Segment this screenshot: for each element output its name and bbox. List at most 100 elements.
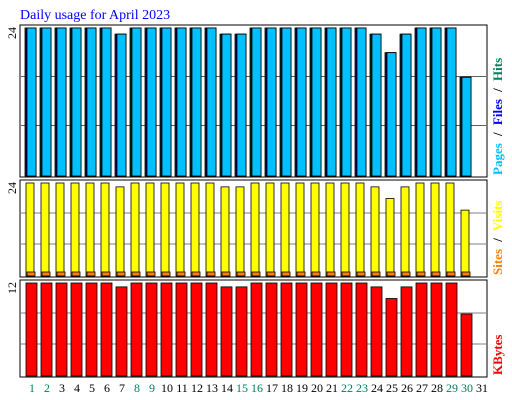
visits-bar	[355, 182, 365, 277]
sites-bar	[146, 271, 156, 277]
x-tick-label: 18	[281, 381, 293, 395]
kbytes-bar	[325, 282, 338, 377]
sites-bar	[461, 271, 471, 277]
kbytes-bar	[370, 286, 383, 377]
pages-files-hits-legend: Pages / Files / Hits	[490, 58, 505, 175]
kbytes-bar	[160, 282, 173, 377]
pages-bar	[416, 27, 427, 177]
visits-bar	[445, 182, 455, 277]
pages-bar	[116, 33, 127, 177]
sites-bar	[281, 271, 291, 277]
kbytes-bar	[70, 282, 83, 377]
pages-bar	[371, 33, 382, 177]
pages-bar	[146, 27, 157, 177]
x-tick-label: 19	[296, 381, 308, 395]
visits-bar	[85, 182, 95, 277]
sites-bar	[341, 271, 351, 277]
sites-bar	[56, 271, 66, 277]
pages-bar	[446, 27, 457, 177]
kbytes-bar	[385, 298, 398, 377]
pages-bar	[71, 27, 82, 177]
pages-bar	[341, 27, 352, 177]
x-tick-label: 22	[341, 381, 353, 395]
x-tick-label: 3	[59, 381, 65, 395]
pages-bar	[356, 27, 367, 177]
sites-bar	[431, 271, 441, 277]
visits-bar	[250, 182, 260, 277]
visits-bar	[130, 182, 140, 277]
kbytes-bar	[415, 282, 428, 377]
visits-bar	[205, 182, 215, 277]
hits-ymax-label: 24	[5, 27, 19, 39]
sites-bar	[191, 271, 201, 277]
kbytes-bar	[55, 282, 68, 377]
sites-bar	[101, 271, 111, 277]
kbytes-bar	[355, 282, 368, 377]
pages-bar	[431, 27, 442, 177]
kbytes-bar	[115, 286, 128, 377]
visits-bar	[340, 182, 350, 277]
kbytes-bar	[295, 282, 308, 377]
kbytes-bar	[175, 282, 188, 377]
x-tick-label: 16	[251, 381, 263, 395]
kbytes-bar	[250, 282, 263, 377]
sites-bar	[386, 271, 396, 277]
sites-visits-legend: Sites / Visits	[490, 201, 505, 275]
pages-bar	[221, 33, 232, 177]
visits-bar	[145, 182, 155, 277]
sites-bar	[371, 271, 381, 277]
sites-bar	[401, 271, 411, 277]
x-tick-label: 5	[89, 381, 95, 395]
kbytes-bar	[280, 282, 293, 377]
legend-sites: Sites	[490, 249, 505, 275]
kbytes-bar	[100, 282, 113, 377]
kbytes-bar	[460, 313, 473, 377]
kbytes-bar	[235, 286, 248, 377]
pages-bar	[101, 27, 112, 177]
visits-bar	[235, 186, 245, 277]
x-tick-label: 26	[401, 381, 413, 395]
pages-bar	[311, 27, 322, 177]
pages-bar	[26, 27, 37, 177]
pages-bar	[236, 33, 247, 177]
pages-bar	[206, 27, 217, 177]
x-tick-label: 23	[356, 381, 368, 395]
visits-bar	[415, 182, 425, 277]
sites-bar	[266, 271, 276, 277]
pages-bar	[401, 33, 412, 177]
pages-bar	[131, 27, 142, 177]
kbytes-bar	[145, 282, 158, 377]
x-tick-label: 24	[371, 381, 383, 395]
x-tick-label: 28	[431, 381, 443, 395]
pages-bar	[251, 27, 262, 177]
kbytes-bar	[40, 282, 53, 377]
sites-bar	[116, 271, 126, 277]
x-tick-label: 11	[176, 381, 188, 395]
visits-bar	[190, 182, 200, 277]
pages-bar	[281, 27, 292, 177]
visits-bar	[25, 182, 35, 277]
visits-bar	[100, 182, 110, 277]
x-tick-label: 14	[221, 381, 233, 395]
pages-bar	[41, 27, 52, 177]
pages-bar	[326, 27, 337, 177]
visits-bar	[40, 182, 50, 277]
sites-bar	[251, 271, 261, 277]
pages-bar	[296, 27, 307, 177]
pages-bar	[86, 27, 97, 177]
visits-bar	[280, 182, 290, 277]
legend-kbytes: KBytes	[490, 335, 505, 375]
sites-bar	[176, 271, 186, 277]
x-tick-label: 15	[236, 381, 248, 395]
kbytes-bar	[220, 286, 233, 377]
pages-bar	[161, 27, 172, 177]
sites-bar	[446, 271, 456, 277]
visits-bar	[265, 182, 275, 277]
x-tick-label: 9	[149, 381, 155, 395]
sites-bar	[296, 271, 306, 277]
x-tick-label: 1	[29, 381, 35, 395]
x-tick-label: 21	[326, 381, 338, 395]
kbytes-bar	[400, 286, 413, 377]
x-tick-label: 29	[446, 381, 458, 395]
